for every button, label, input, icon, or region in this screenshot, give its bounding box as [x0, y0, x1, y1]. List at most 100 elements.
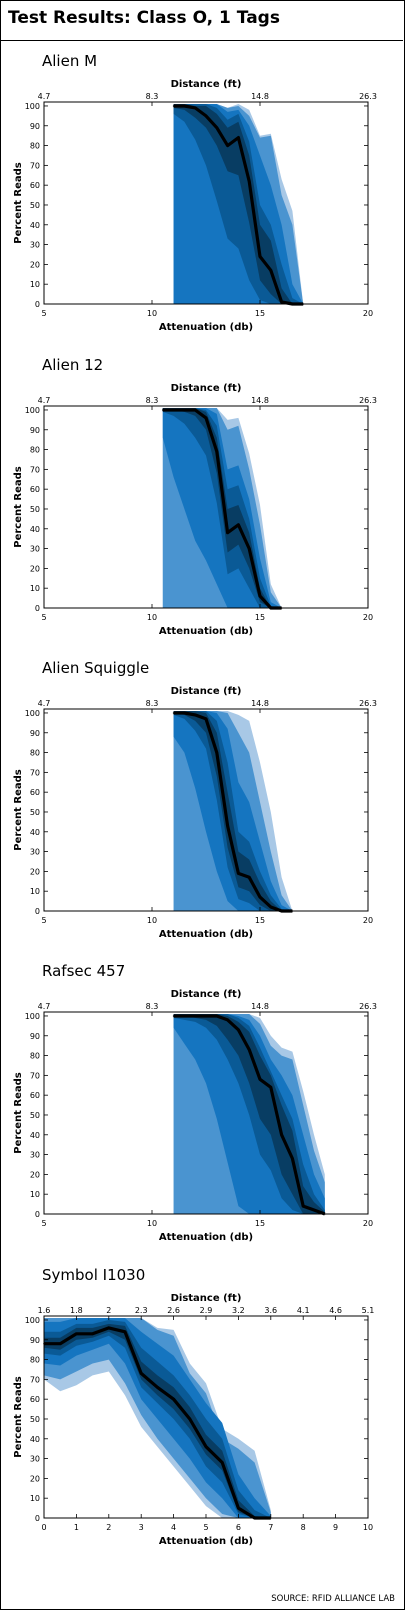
band-inner	[173, 711, 293, 911]
y-tick-label: 10	[30, 584, 40, 593]
y-tick-label: 40	[30, 1131, 40, 1140]
x-tick-label: 6	[236, 1523, 241, 1532]
median-point	[205, 1445, 207, 1448]
median-point	[280, 1134, 283, 1136]
x2-tick-label: 8.3	[146, 92, 159, 101]
median-point	[172, 1015, 175, 1017]
x2-tick-label: 4.1	[297, 1306, 310, 1315]
chart-title-symbol-i1030: Symbol I1030	[42, 1266, 146, 1284]
median-point	[216, 1015, 218, 1017]
y-tick-label: 0	[35, 907, 40, 916]
y-tick-label: 90	[30, 1336, 40, 1345]
chart-alien-m: 0 10 20 30 40 50 60 70 80 90 100 5 10 15 20 4.7 8.3 14.8 2…	[13, 79, 377, 333]
y-tick-label: 20	[30, 260, 40, 269]
median-point	[194, 409, 196, 411]
y-tick-label: 30	[30, 1151, 40, 1160]
x2-tick-label: 8.3	[146, 699, 159, 708]
y-tick-label: 30	[30, 1455, 40, 1464]
median-point	[248, 876, 250, 879]
median-point	[237, 136, 240, 139]
y-tick-label: 80	[30, 749, 40, 758]
x2-tick-label: 14.8	[251, 1002, 269, 1011]
x2-tick-label: 1.6	[38, 1306, 51, 1315]
median-point	[313, 1209, 315, 1211]
y-tick-label: 20	[30, 867, 40, 876]
x-tick-label: 20	[363, 916, 373, 925]
band-core	[173, 1014, 325, 1214]
median-point	[172, 409, 175, 411]
x-tick-label: 5	[203, 1523, 208, 1532]
x2-tick-label: 26.3	[359, 396, 377, 405]
median-point	[237, 872, 240, 875]
median-point	[75, 1333, 78, 1335]
x-tick-label: 5	[41, 1219, 46, 1228]
x2-tick-label: 4.7	[38, 699, 51, 708]
x-tick-label: 10	[147, 309, 157, 318]
y-tick-label: 70	[30, 768, 40, 777]
chart-symbol-i1030: 0 10 20 30 40 50 60 70 80 90 100 0 1 2 3 4 5 6 7 8 9 10 1.6 1.8…	[13, 1293, 374, 1547]
y-tick-label: 40	[30, 1435, 40, 1444]
y-tick-label: 40	[30, 525, 40, 534]
chart-alien-squiggle: 0 10 20 30 40 50 60 70 80 90 100 5 10 15 20 4.7 8.3 14.8 2…	[13, 686, 377, 940]
median-point	[280, 301, 283, 303]
x2-axis-label: Distance (ft)	[171, 686, 242, 697]
chart-title-rafsec-457: Rafsec 457	[42, 962, 126, 980]
median-point	[183, 105, 186, 107]
y-tick-label: 70	[30, 161, 40, 170]
x-tick-label: 1	[74, 1523, 79, 1532]
y-axis-label: Percent Reads	[13, 162, 24, 244]
x2-tick-label: 4.7	[38, 1002, 51, 1011]
chart-title-alien-12: Alien 12	[42, 356, 104, 374]
x-tick-label: 20	[363, 613, 373, 622]
y-tick-label: 40	[30, 828, 40, 837]
median-point	[59, 1342, 61, 1345]
median-point	[302, 1205, 305, 1207]
x2-tick-label: 2.6	[167, 1306, 180, 1315]
y-tick-label: 20	[30, 564, 40, 573]
y-axis-label: Percent Reads	[13, 1376, 24, 1458]
x2-tick-label: 4.6	[329, 1306, 342, 1315]
y-tick-label: 90	[30, 729, 40, 738]
median-point	[205, 1015, 207, 1017]
y-tick-label: 0	[35, 300, 40, 309]
x-tick-label: 7	[268, 1523, 273, 1532]
median-line	[162, 408, 282, 610]
median-point	[259, 255, 261, 258]
y-axis-label: Percent Reads	[13, 1072, 24, 1154]
plot-frame	[43, 405, 369, 609]
y-tick-label: 60	[30, 485, 40, 494]
median-line	[173, 711, 293, 913]
median-point	[205, 718, 207, 720]
x2-tick-label: 4.7	[38, 396, 51, 405]
plot-frame	[43, 1011, 369, 1215]
median-point	[172, 1398, 175, 1400]
title-divider	[0, 40, 403, 41]
x-tick-label: 2	[106, 1523, 111, 1532]
y-tick-label: 60	[30, 788, 40, 797]
y-tick-label: 30	[30, 241, 40, 250]
median-point	[237, 524, 240, 526]
median-point	[124, 1331, 126, 1333]
x-tick-label: 8	[301, 1523, 306, 1532]
y-axis-label: Percent Reads	[13, 466, 24, 548]
y-axis-label: Percent Reads	[13, 769, 24, 851]
y-tick-label: 10	[30, 1494, 40, 1503]
median-point	[270, 906, 272, 908]
chart-rafsec-457: 0 10 20 30 40 50 60 70 80 90 100 5 10 15 20 4.7 8.3 14.8 2…	[13, 989, 377, 1243]
x-tick-label: 15	[255, 613, 265, 622]
median-point	[259, 1078, 261, 1081]
y-tick-label: 50	[30, 1111, 40, 1120]
y-tick-label: 100	[25, 406, 40, 415]
x2-tick-label: 3.2	[232, 1306, 245, 1315]
chart-alien-12: 0 10 20 30 40 50 60 70 80 90 100 5 10 15 20 4.7 8.3 14.8 2…	[13, 383, 377, 637]
y-tick-label: 40	[30, 221, 40, 230]
page-title: Test Results: Class O, 1 Tags	[8, 8, 280, 28]
y-tick-label: 10	[30, 280, 40, 289]
band-inner	[44, 1320, 271, 1518]
x-tick-label: 10	[147, 916, 157, 925]
band-core	[173, 104, 304, 304]
median-point	[183, 409, 186, 411]
y-tick-label: 0	[35, 1210, 40, 1219]
median-point	[270, 269, 272, 272]
y-tick-label: 60	[30, 1395, 40, 1404]
